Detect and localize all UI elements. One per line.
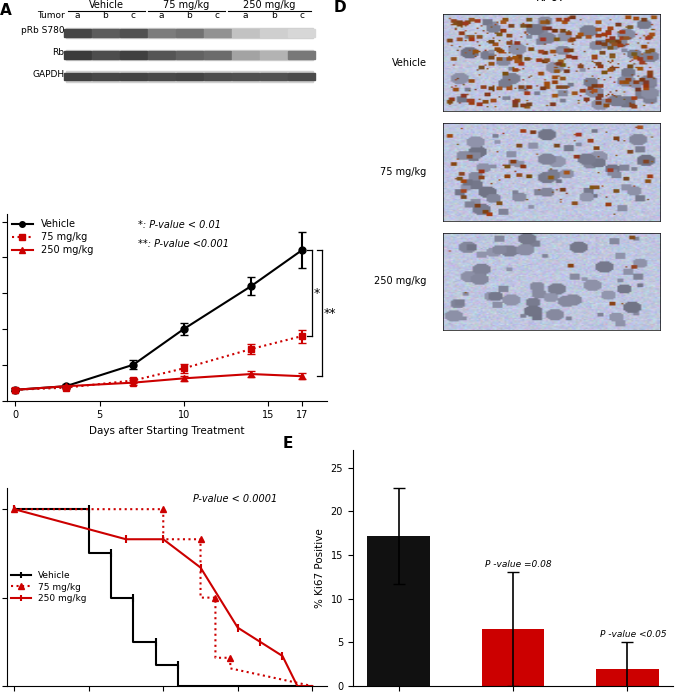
Legend: Vehicle, 75 mg/kg, 250 mg/kg: Vehicle, 75 mg/kg, 250 mg/kg: [12, 571, 87, 603]
Bar: [232, 51, 259, 59]
Bar: [481, 629, 545, 686]
Text: *: *: [313, 287, 320, 299]
Bar: [66, 28, 313, 38]
Bar: [148, 73, 175, 80]
Bar: [120, 51, 147, 59]
Bar: [120, 73, 147, 80]
Text: A: A: [1, 3, 12, 18]
Text: 250 mg/kg: 250 mg/kg: [243, 0, 296, 10]
Bar: [232, 73, 259, 80]
Bar: [288, 29, 315, 37]
Text: 75 mg/kg: 75 mg/kg: [163, 0, 209, 10]
Bar: [367, 536, 430, 686]
Bar: [64, 73, 90, 80]
Bar: [204, 51, 231, 59]
Text: a: a: [75, 10, 80, 19]
Text: pRb S780: pRb S780: [21, 26, 65, 35]
Bar: [176, 73, 203, 80]
Text: b: b: [186, 10, 192, 19]
Bar: [288, 51, 315, 59]
Text: c: c: [131, 10, 136, 19]
Bar: [92, 73, 119, 80]
Text: a: a: [158, 10, 164, 19]
Bar: [260, 51, 287, 59]
Bar: [120, 29, 147, 37]
Text: **: P-value <0.001: **: P-value <0.001: [138, 238, 229, 249]
Bar: [66, 50, 313, 60]
Text: D: D: [334, 0, 346, 15]
Text: **: **: [324, 307, 337, 319]
Text: c: c: [215, 10, 220, 19]
Text: E: E: [282, 436, 292, 451]
Text: a: a: [243, 10, 248, 19]
Text: P -value <0.05: P -value <0.05: [600, 630, 666, 639]
Bar: [596, 669, 659, 686]
Text: Tumor: Tumor: [37, 10, 65, 19]
Bar: [260, 73, 287, 80]
Text: b: b: [103, 10, 108, 19]
Bar: [204, 29, 231, 37]
Text: P -value =0.08: P -value =0.08: [486, 560, 552, 569]
Bar: [204, 73, 231, 80]
Bar: [288, 73, 315, 80]
Bar: [92, 29, 119, 37]
Text: Vehicle: Vehicle: [88, 0, 124, 10]
Legend: Vehicle, 75 mg/kg, 250 mg/kg: Vehicle, 75 mg/kg, 250 mg/kg: [12, 219, 93, 255]
Bar: [176, 51, 203, 59]
Text: Ki-67: Ki-67: [537, 0, 566, 3]
Text: P-value < 0.0001: P-value < 0.0001: [192, 494, 277, 504]
Text: c: c: [299, 10, 304, 19]
Text: Vehicle: Vehicle: [392, 58, 426, 67]
Text: 75 mg/kg: 75 mg/kg: [380, 167, 426, 177]
Bar: [64, 29, 90, 37]
Y-axis label: % Ki67 Positive: % Ki67 Positive: [315, 528, 325, 608]
Bar: [148, 51, 175, 59]
Bar: [232, 29, 259, 37]
Bar: [148, 29, 175, 37]
X-axis label: Days after Starting Treatment: Days after Starting Treatment: [89, 426, 245, 436]
Bar: [260, 29, 287, 37]
Bar: [64, 51, 90, 59]
Bar: [92, 51, 119, 59]
Bar: [176, 29, 203, 37]
Text: b: b: [271, 10, 276, 19]
Text: Rb: Rb: [52, 48, 65, 57]
Text: 250 mg/kg: 250 mg/kg: [374, 277, 426, 286]
Bar: [66, 71, 313, 82]
Text: GAPDH: GAPDH: [33, 69, 65, 78]
Text: *: P-value < 0.01: *: P-value < 0.01: [138, 220, 221, 230]
